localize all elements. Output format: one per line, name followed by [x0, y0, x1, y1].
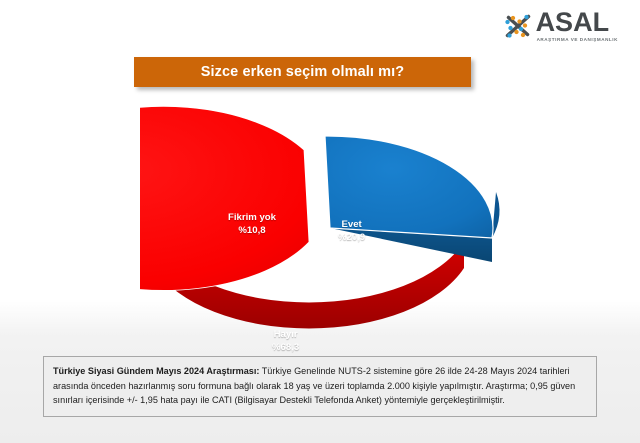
evet-label-name: Evet	[341, 219, 362, 230]
asal-logo: ASAL ARAŞTIRMA VE DANIŞMANLIK	[503, 7, 618, 42]
pie-chart: Evet %20,9 Fikrim yok %10,8 Hayır %68,3	[0, 92, 640, 353]
asal-dotted-slash-logo-icon	[504, 14, 530, 38]
evet-label-value: %20,9	[338, 231, 366, 243]
methodology-note: Türkiye Siyasi Gündem Mayıs 2024 Araştır…	[43, 356, 597, 418]
logo-text: ASAL ARAŞTIRMA VE DANIŞMANLIK	[535, 7, 618, 42]
fikrim-yok-data-label: Fikrim yok %10,8	[228, 212, 276, 237]
methodology-text: Türkiye Siyasi Gündem Mayıs 2024 Araştır…	[53, 364, 587, 408]
evet-slice[interactable]	[324, 135, 494, 239]
hayir-slice-side	[154, 242, 464, 329]
pie-chart-svg	[140, 106, 500, 329]
question-title-banner: Sizce erken seçim olmalı mı?	[134, 57, 471, 87]
hayir-slice[interactable]	[140, 106, 310, 291]
hayir-label-name: Hayır	[273, 329, 298, 340]
fikrim-yok-label-value: %10,8	[238, 224, 266, 236]
methodology-body: Türkiye Genelinde NUTS-2 sistemine göre …	[53, 366, 576, 406]
logo-wordmark: ASAL	[535, 7, 610, 37]
fikrim-yok-label-name: Fikrim yok	[228, 212, 276, 223]
logo-tagline: ARAŞTIRMA VE DANIŞMANLIK	[536, 36, 618, 42]
methodology-lead: Türkiye Siyasi Gündem Mayıs 2024 Araştır…	[53, 366, 260, 376]
hayir-data-label: Hayır %68,3	[272, 329, 299, 354]
evet-data-label: Evet %20,9	[338, 219, 365, 244]
header: ASAL ARAŞTIRMA VE DANIŞMANLIK	[0, 0, 640, 52]
page-title: Sizce erken seçim olmalı mı?	[200, 64, 405, 80]
hayir-label-value: %68,3	[272, 341, 300, 353]
